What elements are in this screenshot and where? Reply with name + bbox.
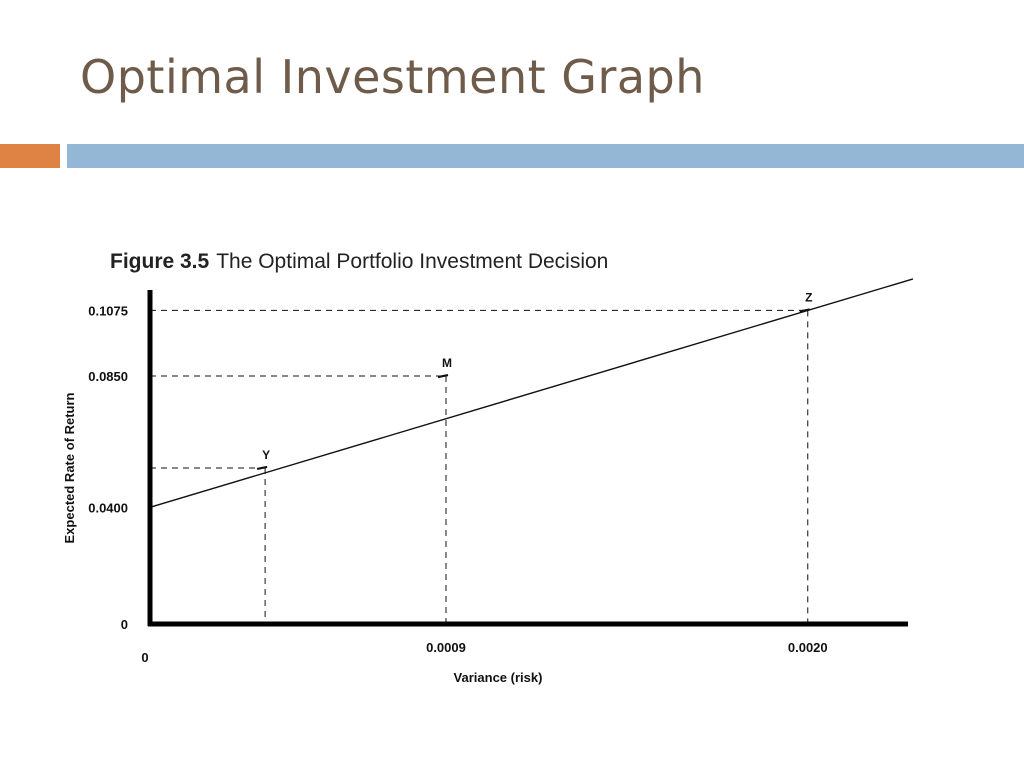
accent-bar-orange [0, 144, 60, 168]
x-tick-label: 0 [141, 650, 148, 665]
point-mark-z [799, 308, 810, 313]
figure-number: Figure 3.5 [110, 250, 210, 273]
y-tick-label: 0.0850 [88, 369, 128, 384]
x-tick-label: 0.0020 [788, 640, 828, 655]
accent-bar-blue [67, 144, 1024, 168]
y-tick-label: 0.0400 [88, 500, 128, 515]
point-mark-m [437, 373, 449, 379]
point-label-y: Y [262, 448, 270, 462]
point-mark-y [256, 465, 268, 471]
y-axis-label: Expected Rate of Return [62, 392, 77, 543]
tick-labels: 0 0.0400 0.0850 0.1075 0 0.0009 0.0020 [88, 303, 827, 665]
x-tick-label: 0.0009 [426, 640, 466, 655]
axes [147, 290, 908, 627]
point-labels: Y M Z [262, 290, 812, 462]
x-axis-label: Variance (risk) [454, 670, 543, 685]
trend-line-group [149, 278, 914, 508]
figure-caption: Figure 3.5 The Optimal Portfolio Investme… [110, 250, 608, 273]
y-tick-label: 0 [121, 617, 128, 632]
chart-title: The Optimal Portfolio Investment Decisio… [216, 250, 608, 273]
slide-title: Optimal Investment Graph [80, 50, 705, 104]
guide-lines [150, 309, 809, 624]
trend-line [149, 278, 914, 508]
y-tick-label: 0.1075 [88, 303, 128, 318]
point-label-z: Z [805, 290, 812, 304]
point-label-m: M [442, 356, 452, 370]
